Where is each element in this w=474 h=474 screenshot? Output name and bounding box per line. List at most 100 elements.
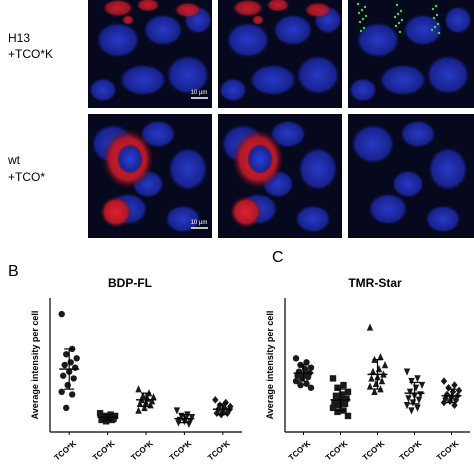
x-tick-label: TCO*K [287, 439, 313, 463]
micrograph [218, 0, 342, 108]
data-point [414, 375, 421, 383]
data-point [332, 392, 340, 400]
data-point [98, 416, 105, 424]
data-point [303, 380, 310, 387]
speck [398, 30, 402, 34]
data-point [96, 410, 104, 417]
data-point [335, 402, 343, 409]
nucleus [89, 78, 117, 102]
data-point [369, 367, 377, 375]
nucleus [117, 144, 143, 174]
stain [100, 196, 132, 228]
nucleus [444, 6, 472, 34]
nucleus [428, 147, 468, 191]
data-point [60, 372, 67, 379]
data-point [135, 385, 142, 393]
chart-title: BDP-FL [108, 276, 152, 290]
error-bar [372, 359, 383, 390]
micrograph [348, 0, 474, 108]
data-point [173, 407, 181, 415]
nucleus [119, 64, 167, 96]
nucleus [379, 64, 427, 96]
error-bar [217, 403, 228, 416]
nucleus [295, 205, 331, 233]
speck [435, 13, 439, 17]
chart-title: TMR-Star [348, 276, 402, 290]
speck [397, 21, 401, 25]
data-point [334, 384, 341, 391]
nucleus [368, 193, 408, 225]
nucleus [298, 147, 338, 191]
y-axis-label: Average intensity per cell [265, 311, 275, 420]
speck [432, 16, 436, 20]
data-point [70, 375, 77, 382]
stain [174, 2, 202, 18]
nucleus [349, 78, 377, 102]
data-point [188, 414, 196, 422]
data-point [371, 387, 378, 395]
stain [266, 0, 290, 12]
error-bar [64, 348, 75, 390]
stain [136, 0, 160, 12]
data-point [213, 409, 220, 418]
data-point [297, 381, 304, 389]
panel-label: B [8, 263, 19, 280]
speck [394, 24, 398, 28]
speck [360, 8, 364, 12]
data-point [368, 374, 375, 382]
data-point [73, 355, 80, 362]
data-point [135, 406, 142, 414]
speck [361, 17, 365, 21]
nucleus [247, 144, 273, 174]
data-point [340, 381, 347, 389]
data-point [408, 377, 415, 386]
data-point [329, 404, 337, 412]
data-point [224, 409, 231, 418]
x-tick-label: TCO*K [168, 439, 194, 463]
data-point [418, 381, 426, 390]
data-point [408, 407, 415, 415]
data-point [292, 377, 300, 385]
data-point [304, 373, 312, 381]
nucleus [249, 64, 297, 96]
data-point [455, 386, 463, 395]
data-point [69, 391, 76, 398]
data-point [403, 402, 411, 410]
data-point [212, 396, 219, 404]
panel-label: C [272, 249, 284, 266]
stain [252, 15, 264, 25]
stain [230, 196, 262, 228]
speck [362, 26, 366, 30]
x-tick-label: TCO*K [435, 439, 461, 463]
nucleus [143, 14, 183, 46]
data-point [338, 391, 346, 398]
speck [431, 7, 435, 11]
data-point [67, 359, 74, 366]
stain [122, 15, 134, 25]
data-point [451, 381, 458, 389]
error-bar [409, 381, 420, 405]
data-point [303, 359, 310, 366]
data-point [405, 395, 412, 403]
data-point [344, 388, 352, 395]
error-bar [335, 388, 346, 412]
speck [395, 3, 399, 7]
nucleus [168, 147, 208, 191]
scale-bar-label: 10 µm [191, 90, 208, 96]
speck [400, 18, 404, 22]
data-point [377, 352, 384, 361]
data-point [440, 377, 448, 385]
data-point [451, 401, 458, 409]
data-point [292, 355, 300, 362]
data-point [381, 361, 389, 369]
nucleus [426, 55, 470, 95]
data-point [366, 323, 374, 331]
speck [393, 15, 397, 19]
data-point [136, 399, 144, 408]
error-bar [102, 413, 113, 421]
nucleus [166, 55, 210, 95]
data-point [378, 377, 386, 385]
data-point [102, 418, 110, 425]
nucleus [96, 22, 140, 58]
nucleus [270, 120, 306, 148]
